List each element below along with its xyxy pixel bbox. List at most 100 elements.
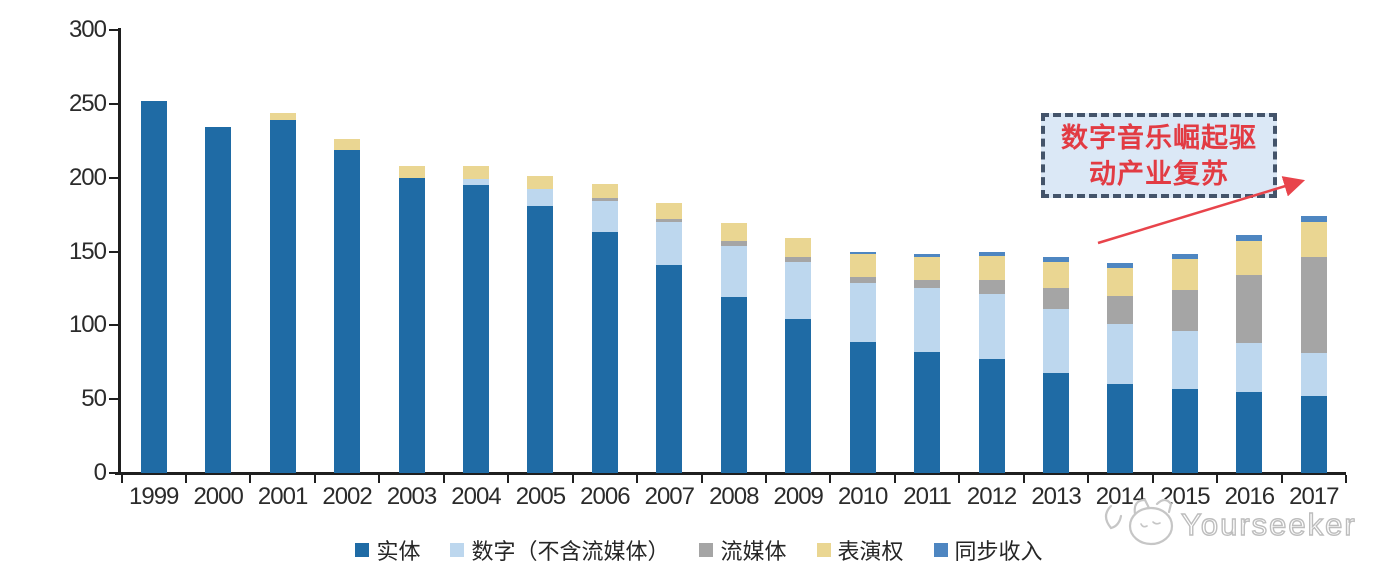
- bar-segment-performance-rights: [720, 223, 747, 241]
- bar-segment-digital-excl-streaming: [591, 201, 618, 232]
- y-axis-label: 0: [93, 459, 107, 486]
- bar-segment-digital-excl-streaming: [1107, 324, 1134, 384]
- bar-segment-streaming: [849, 277, 876, 283]
- bar-segment-streaming: [914, 280, 941, 288]
- bar-segment-sync-revenue: [978, 252, 1005, 256]
- bar-segment-digital-excl-streaming: [785, 262, 812, 319]
- legend-item-sync-revenue: 同步收入: [933, 534, 1043, 566]
- bar-segment-performance-rights: [591, 184, 618, 198]
- bar-segment-digital-excl-streaming: [656, 222, 683, 265]
- x-axis-label: 2007: [644, 483, 695, 510]
- x-axis-tick: [1151, 475, 1154, 483]
- y-axis-tick: [109, 29, 118, 31]
- bar-segment-physical: [1236, 392, 1263, 473]
- x-axis-label: 2009: [773, 483, 824, 510]
- legend-label: 流媒体: [720, 539, 787, 564]
- bar-segment-sync-revenue: [914, 254, 941, 257]
- y-axis-tick: [109, 324, 118, 327]
- bar-segment-sync-revenue: [1171, 254, 1198, 259]
- legend-swatch-streaming: [699, 543, 714, 557]
- bar-segment-physical: [527, 206, 554, 473]
- y-axis-label: 250: [68, 89, 107, 117]
- legend-label: 同步收入: [954, 539, 1043, 564]
- x-axis-label: 2017: [1289, 483, 1339, 510]
- x-axis-tick: [765, 475, 767, 483]
- x-axis-label: 2015: [1160, 483, 1210, 510]
- bar-segment-performance-rights: [1300, 222, 1327, 257]
- bar-segment-streaming: [1236, 275, 1263, 343]
- legend-swatch-physical: [355, 543, 370, 557]
- y-axis-label: 100: [68, 311, 107, 339]
- bar-segment-performance-rights: [914, 257, 941, 280]
- legend-swatch-sync-revenue: [933, 543, 948, 557]
- bar-segment-physical: [914, 352, 941, 473]
- bar-segment-streaming: [1107, 296, 1134, 324]
- bar-segment-physical: [785, 319, 812, 473]
- bar-segment-digital-excl-streaming: [1171, 331, 1198, 389]
- bar-segment-digital-excl-streaming: [914, 288, 941, 352]
- bar-segment-digital-excl-streaming: [462, 179, 489, 185]
- x-axis-label: 2014: [1095, 483, 1146, 510]
- bar-segment-sync-revenue: [1300, 216, 1327, 222]
- x-axis-tick: [184, 475, 187, 483]
- y-axis-tick: [109, 398, 118, 401]
- bar-segment-physical: [1300, 396, 1327, 473]
- bar-segment-digital-excl-streaming: [1043, 309, 1070, 373]
- x-axis-label: 2012: [966, 483, 1017, 510]
- x-axis-label: 2002: [322, 483, 372, 510]
- y-axis-tick: [109, 472, 118, 474]
- bar-segment-performance-rights: [1043, 262, 1070, 288]
- bar-segment-sync-revenue: [1107, 263, 1134, 268]
- x-axis-tick: [636, 475, 639, 483]
- bar-segment-streaming: [720, 241, 747, 246]
- bar-segment-physical: [205, 127, 232, 473]
- bar-segment-physical: [656, 265, 683, 473]
- x-axis-label: 2005: [515, 483, 566, 510]
- bar-segment-digital-excl-streaming: [1236, 343, 1263, 392]
- bar-segment-performance-rights: [1236, 241, 1263, 275]
- x-axis-tick: [829, 475, 832, 483]
- x-axis-tick: [1345, 475, 1348, 483]
- bar-segment-physical: [398, 178, 425, 473]
- legend-label: 实体: [376, 539, 421, 564]
- x-axis-tick: [313, 475, 316, 483]
- bar-segment-physical: [334, 150, 361, 473]
- y-axis-line: [118, 28, 121, 475]
- legend-swatch-performance-rights: [816, 543, 831, 557]
- legend-label: 数字（不含流媒体）: [471, 539, 670, 564]
- bar-segment-streaming: [978, 280, 1005, 294]
- legend-label: 表演权: [837, 539, 904, 564]
- bar-segment-physical: [978, 359, 1005, 473]
- x-axis-label: 2016: [1224, 483, 1275, 510]
- legend-item-performance-rights: 表演权: [816, 534, 904, 566]
- bar-segment-physical: [720, 297, 747, 473]
- annotation-box: 数字音乐崛起驱 动产业复苏: [1041, 113, 1277, 198]
- bar-segment-physical: [140, 101, 167, 473]
- chart-legend: 实体 数字（不含流媒体） 流媒体 表演权 同步收入: [0, 534, 1398, 566]
- x-axis-label: 2000: [193, 483, 243, 510]
- bar-segment-physical: [849, 342, 876, 473]
- x-axis-tick: [120, 475, 123, 483]
- y-axis-label: 150: [68, 237, 107, 265]
- bar-segment-performance-rights: [334, 139, 361, 150]
- bar-segment-performance-rights: [656, 203, 683, 219]
- x-axis-tick: [893, 475, 896, 483]
- annotation-text-line2: 动产业复苏: [1089, 158, 1229, 189]
- bar-segment-streaming: [656, 219, 683, 222]
- bar-segment-streaming: [591, 198, 618, 201]
- x-axis-tick: [1216, 475, 1219, 483]
- bar-segment-physical: [1107, 384, 1134, 473]
- bar-segment-sync-revenue: [849, 252, 876, 254]
- x-axis-tick: [571, 475, 574, 483]
- x-axis-tick: [958, 475, 961, 483]
- x-axis-label: 2003: [386, 483, 437, 510]
- y-axis-label: 200: [68, 163, 107, 191]
- x-axis-tick: [442, 475, 445, 483]
- bar-segment-performance-rights: [785, 238, 812, 257]
- bar-segment-physical: [1043, 373, 1070, 473]
- y-axis-tick: [109, 250, 118, 253]
- bar-segment-streaming: [785, 257, 812, 262]
- x-axis-label: 2011: [903, 483, 952, 510]
- bar-segment-digital-excl-streaming: [849, 283, 876, 342]
- legend-swatch-digital-excl-streaming: [450, 543, 465, 557]
